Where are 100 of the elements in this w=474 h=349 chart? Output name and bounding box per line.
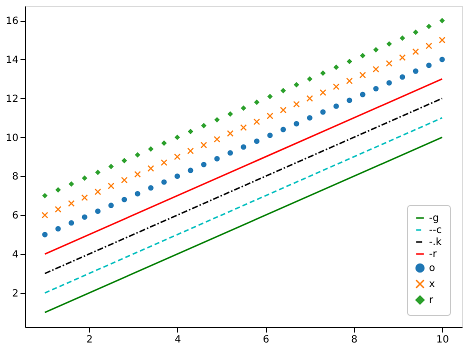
point xyxy=(42,192,48,198)
y-tick-label: 8 xyxy=(12,172,18,183)
point xyxy=(267,132,273,138)
x-tick-label: 10 xyxy=(436,334,450,346)
point xyxy=(148,185,154,191)
x-tick-label: 8 xyxy=(351,334,358,346)
point xyxy=(226,130,234,137)
point xyxy=(95,170,101,176)
point xyxy=(438,36,446,44)
legend-label: o xyxy=(429,263,436,274)
legend-label: -.k xyxy=(429,237,442,248)
point xyxy=(426,42,432,50)
point xyxy=(373,86,379,92)
legend-label: r xyxy=(429,295,434,306)
point xyxy=(280,88,286,94)
point xyxy=(240,124,247,131)
y-tick-label: 14 xyxy=(6,55,18,66)
point xyxy=(108,202,114,208)
point xyxy=(120,176,128,184)
point xyxy=(147,165,154,172)
point xyxy=(439,56,445,62)
point xyxy=(400,74,406,80)
point xyxy=(228,111,233,117)
point xyxy=(187,148,194,154)
point xyxy=(332,83,340,90)
point xyxy=(412,68,418,74)
point xyxy=(293,100,300,108)
point xyxy=(294,120,300,126)
point xyxy=(55,187,61,193)
point xyxy=(94,188,102,196)
point xyxy=(280,106,287,114)
point xyxy=(134,170,141,178)
point xyxy=(360,92,366,98)
point xyxy=(82,214,88,220)
point xyxy=(412,30,418,36)
point xyxy=(54,206,62,213)
point xyxy=(346,58,352,64)
point xyxy=(188,168,194,174)
point xyxy=(122,158,128,164)
point xyxy=(201,162,207,168)
point xyxy=(240,144,246,150)
point xyxy=(254,100,260,106)
point xyxy=(68,181,74,187)
point xyxy=(68,200,75,207)
legend-label: -r xyxy=(429,249,438,260)
point xyxy=(412,48,419,56)
point xyxy=(306,115,312,121)
point xyxy=(373,47,379,53)
x-tick-label: 4 xyxy=(174,334,181,346)
legend-label: -g xyxy=(429,213,439,224)
point xyxy=(320,109,326,115)
point xyxy=(55,226,61,232)
point xyxy=(214,117,220,123)
point xyxy=(400,35,406,41)
point xyxy=(228,150,233,156)
point xyxy=(161,179,167,185)
point xyxy=(320,70,326,76)
point xyxy=(42,232,48,238)
point xyxy=(174,173,180,179)
point xyxy=(399,54,406,61)
point xyxy=(346,98,352,104)
point xyxy=(266,112,274,120)
point xyxy=(294,82,300,88)
legend-label: x xyxy=(429,279,435,290)
point xyxy=(333,64,339,70)
point xyxy=(346,78,353,84)
point xyxy=(160,159,168,166)
point xyxy=(306,95,314,102)
point xyxy=(426,62,432,68)
point xyxy=(240,105,246,111)
point xyxy=(214,156,220,162)
point xyxy=(174,153,181,160)
y-tick-label: 2 xyxy=(12,288,18,300)
point xyxy=(254,138,260,144)
point xyxy=(108,164,114,170)
x-tick-label: 6 xyxy=(262,334,270,346)
point xyxy=(439,18,445,24)
point xyxy=(280,126,286,132)
point xyxy=(426,24,432,30)
point xyxy=(174,134,180,140)
y-tick-label: 10 xyxy=(6,132,18,144)
point xyxy=(108,182,114,190)
point xyxy=(201,122,207,128)
x-tick-label: 2 xyxy=(86,334,93,346)
point xyxy=(253,118,260,126)
point xyxy=(306,76,312,82)
point xyxy=(214,136,220,143)
point xyxy=(359,72,366,78)
point xyxy=(188,128,194,134)
point xyxy=(386,60,393,67)
point xyxy=(95,208,101,214)
legend-label: --c xyxy=(429,225,442,236)
point xyxy=(360,52,366,58)
point xyxy=(148,146,154,152)
point xyxy=(267,94,273,100)
point xyxy=(134,191,140,196)
point xyxy=(134,152,140,158)
point xyxy=(42,212,48,218)
point xyxy=(333,103,339,109)
point xyxy=(68,220,74,226)
